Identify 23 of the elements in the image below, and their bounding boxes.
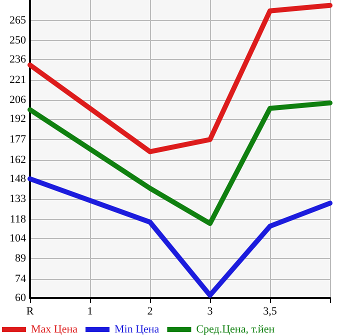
y-tick-label: 221: [10, 74, 26, 86]
y-tick-label: 104: [10, 232, 26, 244]
y-tick-label: 192: [10, 113, 26, 126]
legend-label: Max Цена: [31, 324, 78, 335]
x-tick-label: R: [26, 306, 34, 318]
legend-label: Min Цена: [114, 324, 160, 335]
y-tick-label: 265: [10, 14, 26, 26]
y-tick-label: 148: [10, 172, 26, 185]
y-tick-label: 60: [15, 292, 26, 304]
x-tick-label: 3: [207, 306, 214, 318]
y-tick-label: 236: [10, 54, 26, 66]
x-tick-label: 3,5: [263, 306, 278, 318]
y-tick-label: 133: [10, 193, 26, 206]
y-tick-label: 74: [15, 273, 26, 286]
y-tick-label: 250: [10, 34, 26, 47]
legend-label: Сред.Цена, т.йен: [196, 324, 275, 335]
y-tick-label: 89: [15, 252, 26, 265]
y-tick-label: 118: [10, 213, 26, 226]
x-tick-label: 2: [147, 306, 153, 318]
x-tick-label: 1: [87, 306, 93, 318]
y-tick-label: 177: [10, 134, 26, 146]
y-tick-label: 206: [10, 94, 26, 106]
y-tick-label: 162: [10, 154, 26, 166]
